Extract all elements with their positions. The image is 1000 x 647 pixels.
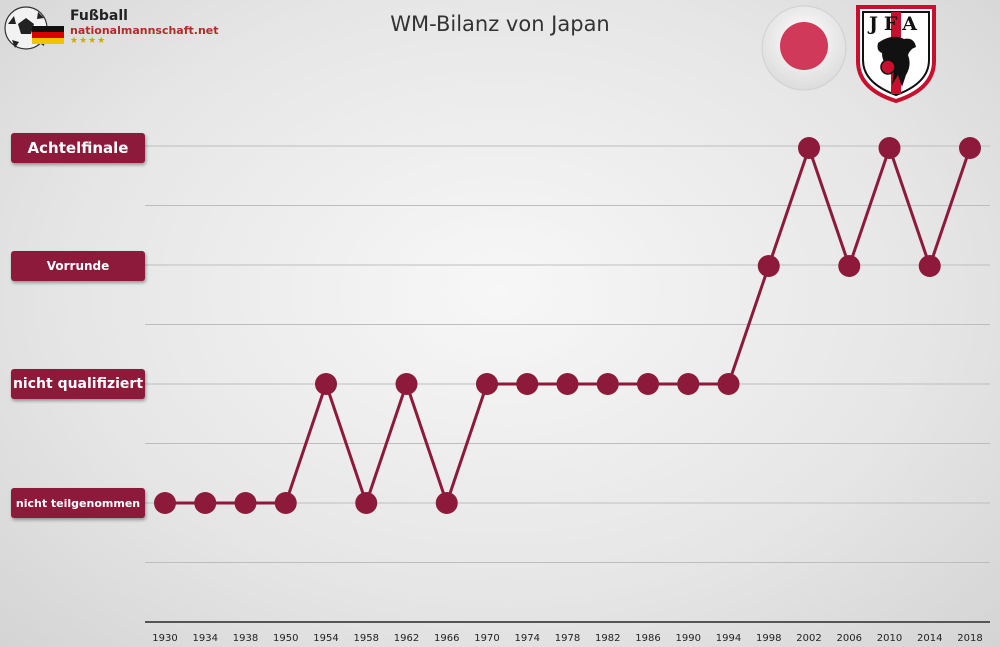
data-point [798, 137, 820, 159]
data-point [959, 137, 981, 159]
x-tick-label: 1938 [233, 633, 258, 644]
data-point [154, 492, 176, 514]
site-logo: Fußball nationalmannschaft.net ★★★★ [4, 4, 219, 54]
brand-stars: ★★★★ [70, 36, 107, 46]
data-point [878, 137, 901, 159]
x-tick-label: 1986 [635, 633, 660, 644]
x-tick-label: 1966 [434, 633, 459, 644]
data-point [274, 492, 297, 514]
x-tick-label: 1990 [676, 633, 701, 644]
y-level-label: nicht qualifiziert [11, 369, 145, 399]
x-tick-label: 1970 [474, 633, 499, 644]
football-flag-icon [4, 6, 64, 50]
x-tick-label: 1958 [354, 633, 379, 644]
data-point [395, 373, 418, 395]
data-point [516, 373, 539, 395]
data-point [355, 492, 378, 514]
japan-flag-icon [761, 5, 847, 91]
data-point [556, 373, 579, 395]
data-point [677, 373, 700, 395]
data-point [838, 255, 861, 277]
x-tick-label: 1950 [273, 633, 298, 644]
y-level-label: Vorrunde [11, 251, 145, 281]
x-tick-label: 2010 [877, 633, 902, 644]
data-point [918, 255, 941, 277]
data-point [476, 373, 498, 395]
x-tick-label: 2018 [957, 633, 982, 644]
data-point [637, 373, 659, 395]
data-point [194, 492, 217, 514]
x-tick-label: 1962 [394, 633, 419, 644]
data-point [717, 373, 740, 395]
x-tick-label: 2002 [796, 633, 821, 644]
chart-title: WM-Bilanz von Japan [390, 12, 610, 36]
x-tick-label: 1982 [595, 633, 620, 644]
x-tick-label: 1998 [756, 633, 781, 644]
data-point [435, 492, 458, 514]
x-tick-label: 1974 [515, 633, 540, 644]
data-point [596, 373, 619, 395]
crest-text: JFA [867, 13, 923, 35]
y-level-label: nicht teilgenommen [11, 488, 145, 518]
data-point [757, 255, 780, 277]
x-tick-label: 1954 [313, 633, 338, 644]
series-line [165, 146, 972, 505]
brand-domain: nationalmannschaft.net [70, 24, 219, 37]
x-tick-label: 1934 [193, 633, 218, 644]
data-point [315, 373, 337, 395]
brand-name: Fußball [70, 8, 128, 24]
x-tick-label: 2006 [837, 633, 862, 644]
jfa-crest-icon: JFA [856, 5, 936, 103]
x-tick-label: 2014 [917, 633, 942, 644]
x-tick-label: 1994 [716, 633, 741, 644]
y-level-label: Achtelfinale [11, 133, 145, 163]
x-tick-label: 1978 [555, 633, 580, 644]
x-tick-label: 1930 [152, 633, 177, 644]
data-point [234, 492, 257, 514]
